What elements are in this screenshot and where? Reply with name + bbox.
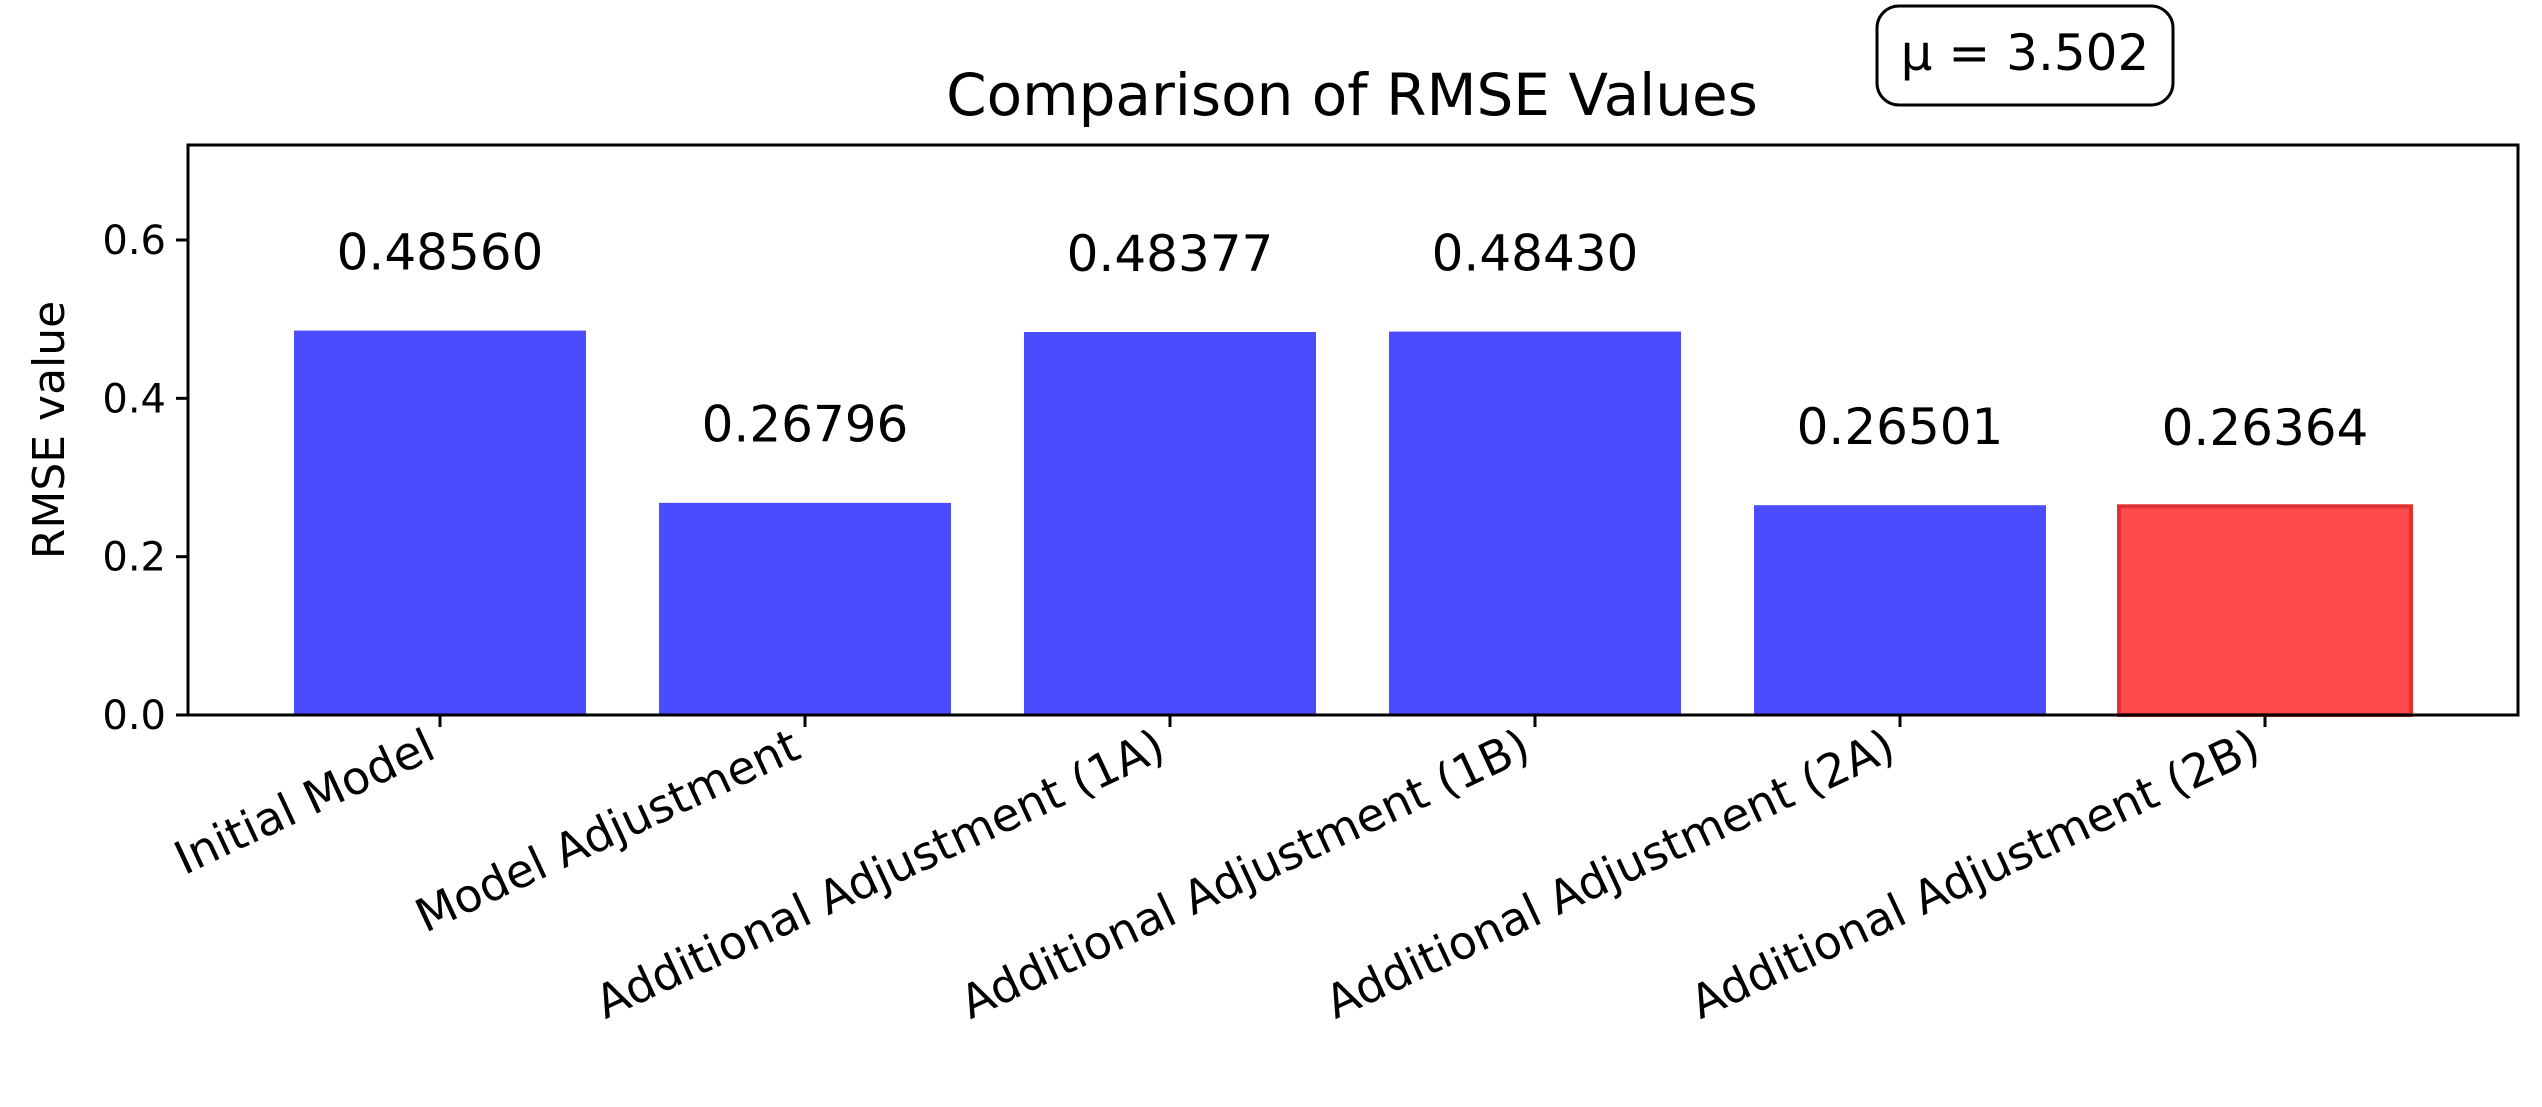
bar-value-label: 0.48377 <box>1067 225 1274 283</box>
bar <box>2117 504 2413 717</box>
annotation-box: μ = 3.502 <box>1875 4 2175 107</box>
bar-value-label: 0.26796 <box>702 396 909 454</box>
bar-value-label: 0.26364 <box>2162 399 2369 457</box>
value-labels: 0.48560 0.26796 0.48377 0.48430 0.26501 0.263… <box>337 223 2369 457</box>
y-tick-label: 0.2 <box>102 535 166 581</box>
bars <box>294 330 2413 717</box>
bar <box>1024 332 1316 715</box>
bar-value-label: 0.48560 <box>337 223 544 281</box>
bar-value-label: 0.26501 <box>1797 398 2004 456</box>
bar <box>1754 505 2046 715</box>
bar <box>294 330 586 715</box>
y-tick-label: 0.0 <box>102 693 166 739</box>
y-axis-label: RMSE value <box>24 301 75 559</box>
chart-title: Comparison of RMSE Values <box>946 61 1758 129</box>
y-tick-label: 0.4 <box>102 376 166 422</box>
bar <box>659 502 951 715</box>
y-tick-label: 0.6 <box>102 218 166 264</box>
bar <box>1389 331 1681 715</box>
bar-value-label: 0.48430 <box>1432 224 1639 282</box>
plot-frame <box>186 143 2520 717</box>
annotation-text: μ = 3.502 <box>1901 24 2150 82</box>
y-axis-ticks: 0.0 0.2 0.4 0.6 <box>102 218 188 739</box>
